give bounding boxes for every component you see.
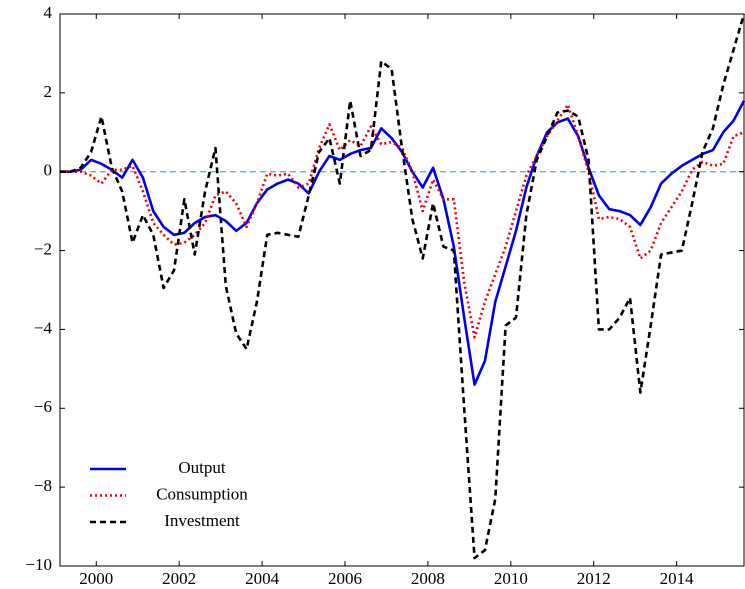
x-tick-label: 2006	[328, 569, 362, 588]
y-tick-label: −6	[34, 397, 52, 416]
x-tick-label: 2010	[494, 569, 528, 588]
y-tick-label: −2	[34, 239, 52, 258]
legend-label: Consumption	[156, 484, 248, 503]
series-line	[60, 13, 745, 560]
y-tick-label: −4	[34, 318, 53, 337]
y-tick-label: 2	[44, 82, 53, 101]
x-tick-label: 2012	[577, 569, 611, 588]
series-line	[60, 103, 745, 339]
x-tick-label: 2002	[162, 569, 196, 588]
x-tick-label: 2014	[660, 569, 695, 588]
x-tick-label: 2008	[411, 569, 445, 588]
y-tick-label: 4	[44, 3, 53, 22]
y-tick-label: 0	[44, 161, 53, 180]
legend-label: Investment	[164, 511, 240, 530]
y-tick-label: −8	[34, 476, 52, 495]
y-tick-label: −10	[25, 555, 52, 574]
plot-frame	[59, 13, 745, 567]
legend-label: Output	[178, 458, 226, 477]
x-tick-label: 2000	[79, 569, 113, 588]
x-tick-label: 2004	[245, 569, 280, 588]
